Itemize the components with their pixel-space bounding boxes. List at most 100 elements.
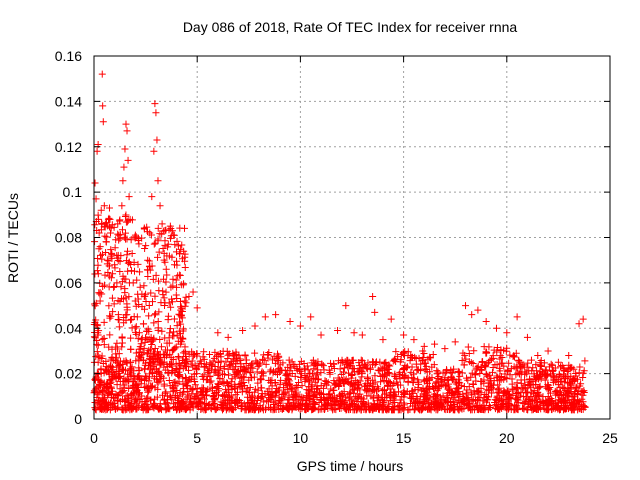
data-point bbox=[138, 392, 146, 400]
data-point bbox=[275, 406, 283, 414]
data-point bbox=[357, 356, 365, 364]
data-point bbox=[369, 358, 377, 366]
data-point bbox=[554, 358, 562, 366]
x-axis-label: GPS time / hours bbox=[297, 458, 404, 474]
data-point bbox=[474, 306, 482, 314]
data-point bbox=[344, 363, 352, 371]
data-point bbox=[337, 359, 345, 367]
data-point bbox=[268, 382, 276, 390]
data-point bbox=[532, 377, 540, 385]
data-point bbox=[155, 248, 163, 256]
data-point bbox=[327, 359, 335, 367]
data-point bbox=[210, 368, 218, 376]
data-point bbox=[304, 373, 312, 381]
y-axis-label: ROTI / TECUs bbox=[5, 193, 21, 283]
data-point bbox=[112, 391, 120, 399]
data-point bbox=[339, 392, 347, 400]
data-point bbox=[127, 236, 135, 244]
data-point bbox=[98, 400, 106, 408]
data-point bbox=[123, 251, 131, 259]
data-point bbox=[178, 241, 186, 249]
x-tick-label: 0 bbox=[90, 430, 98, 446]
data-point bbox=[147, 396, 155, 404]
data-point bbox=[99, 102, 107, 110]
data-point bbox=[470, 347, 478, 355]
data-point bbox=[371, 308, 379, 316]
data-point bbox=[482, 363, 490, 371]
data-point bbox=[296, 405, 304, 413]
data-point bbox=[371, 372, 379, 380]
data-point bbox=[386, 379, 394, 387]
data-point bbox=[313, 385, 321, 393]
data-point bbox=[341, 399, 349, 407]
data-point bbox=[241, 351, 249, 359]
data-point bbox=[325, 399, 333, 407]
data-point bbox=[160, 256, 168, 264]
data-point bbox=[396, 358, 404, 366]
data-point bbox=[237, 399, 245, 407]
data-point bbox=[170, 400, 178, 408]
data-point bbox=[154, 405, 162, 413]
data-point bbox=[552, 391, 560, 399]
data-point bbox=[100, 369, 108, 377]
data-point bbox=[369, 358, 377, 366]
data-point bbox=[462, 355, 470, 363]
data-point bbox=[141, 361, 149, 369]
data-point bbox=[122, 218, 130, 226]
data-point bbox=[318, 360, 326, 368]
data-point bbox=[236, 374, 244, 382]
data-point bbox=[220, 378, 228, 386]
data-point bbox=[336, 365, 344, 373]
data-point bbox=[120, 295, 128, 303]
data-point bbox=[104, 404, 112, 412]
data-point bbox=[498, 359, 506, 367]
data-point bbox=[400, 390, 408, 398]
data-point bbox=[91, 221, 99, 229]
data-point bbox=[467, 373, 475, 381]
data-point bbox=[167, 225, 175, 233]
data-point bbox=[134, 260, 142, 268]
data-point bbox=[408, 394, 416, 402]
data-point bbox=[490, 377, 498, 385]
data-point bbox=[91, 334, 99, 342]
data-point bbox=[443, 367, 451, 375]
data-point bbox=[207, 360, 215, 368]
data-point bbox=[513, 364, 521, 372]
data-point bbox=[220, 362, 228, 370]
data-point bbox=[513, 383, 521, 391]
data-point bbox=[338, 377, 346, 385]
data-point bbox=[149, 370, 157, 378]
data-point bbox=[116, 216, 124, 224]
data-point bbox=[469, 360, 477, 368]
data-point bbox=[568, 364, 576, 372]
data-point bbox=[409, 379, 417, 387]
data-point bbox=[176, 311, 184, 319]
data-point bbox=[243, 385, 251, 393]
data-point bbox=[218, 392, 226, 400]
data-point bbox=[138, 376, 146, 384]
data-point bbox=[564, 366, 572, 374]
data-point bbox=[434, 392, 442, 400]
data-point bbox=[579, 315, 587, 323]
y-tick-label: 0.02 bbox=[55, 366, 82, 382]
data-point bbox=[275, 399, 283, 407]
data-point bbox=[493, 372, 501, 380]
data-point bbox=[98, 70, 106, 78]
data-point bbox=[113, 392, 121, 400]
data-point bbox=[495, 384, 503, 392]
data-point bbox=[267, 405, 275, 413]
data-point bbox=[572, 400, 580, 408]
data-point bbox=[163, 271, 171, 279]
data-point bbox=[98, 255, 106, 263]
y-tick-label: 0.12 bbox=[55, 139, 82, 155]
data-point bbox=[107, 246, 115, 254]
data-point bbox=[288, 387, 296, 395]
data-point bbox=[478, 377, 486, 385]
data-point bbox=[317, 369, 325, 377]
data-point bbox=[121, 397, 129, 405]
data-point bbox=[553, 402, 561, 410]
data-point bbox=[428, 363, 436, 371]
data-point bbox=[523, 333, 531, 341]
data-point bbox=[154, 177, 162, 185]
data-point bbox=[528, 396, 536, 404]
